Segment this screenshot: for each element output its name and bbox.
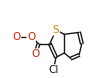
Text: O: O bbox=[31, 49, 40, 59]
Text: S: S bbox=[53, 25, 59, 35]
Text: O: O bbox=[27, 32, 35, 42]
Text: Cl: Cl bbox=[48, 65, 59, 75]
Text: O: O bbox=[13, 32, 21, 42]
